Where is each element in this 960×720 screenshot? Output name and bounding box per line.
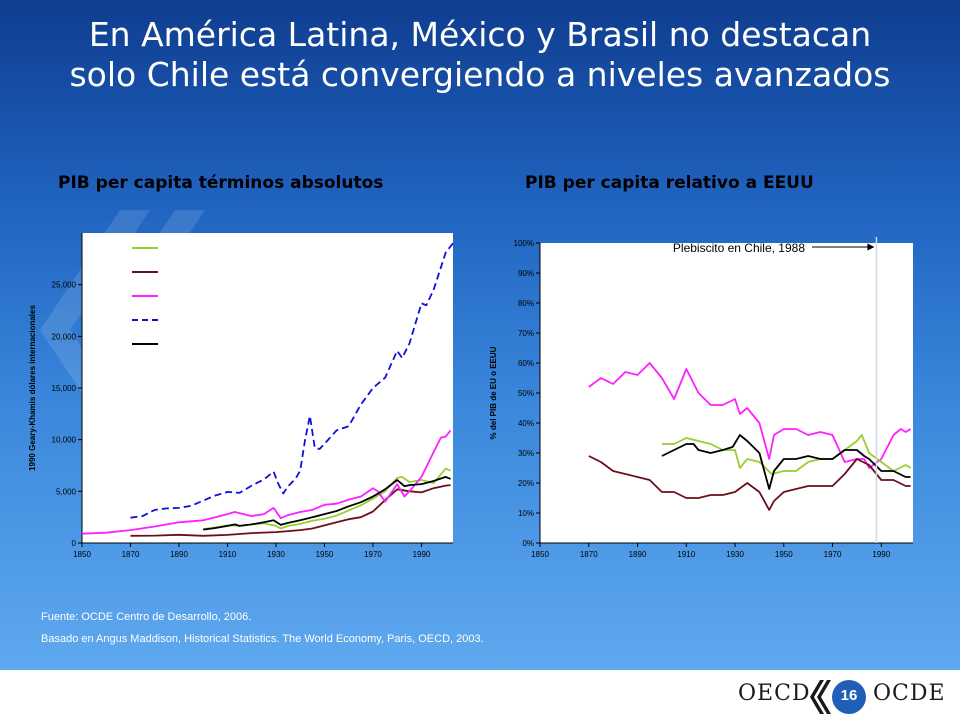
series-label-media-al8: Media AL8: [642, 457, 704, 471]
x-tick-label: 1990: [413, 550, 431, 559]
plot-area: [540, 243, 913, 543]
source-note: Fuente: OCDE Centro de Desarrollo, 2006.: [41, 611, 252, 623]
y-tick-label: 10%: [518, 509, 534, 518]
y-tick-label: 90%: [518, 269, 534, 278]
legend-label-chile: Chile: [163, 290, 196, 305]
x-tick-label: 1870: [122, 550, 140, 559]
y-tick-label: 60%: [518, 359, 534, 368]
y-tick-label: 100%: [514, 239, 534, 248]
plot-area: [82, 233, 453, 543]
x-tick-label: 1930: [726, 550, 744, 559]
legend-label-eeuu: EEUU: [163, 314, 198, 329]
annotation-arrow-head: [867, 243, 875, 251]
slide-title-line-2: solo Chile está convergiendo a niveles a…: [69, 55, 891, 94]
series-chile: [588, 362, 912, 469]
y-axis-label: 1990 Geary-Khamis dólares internacionale…: [28, 305, 37, 471]
series-media-al8: [661, 434, 911, 490]
x-tick-label: 1950: [775, 550, 793, 559]
source-reference: Basado en Angus Maddison, Historical Sta…: [41, 633, 484, 645]
series-eeuu: [130, 242, 454, 519]
y-tick-label: 25,000: [52, 281, 77, 290]
absolute-gdp-chart: 0 5,000 10,000 15,000 20,000 25,000 1850 1870 18…: [28, 233, 454, 559]
legend-label-brasil: Brasil: [163, 266, 199, 281]
series-media-al8: [203, 475, 451, 531]
series-label-mexico: México: [625, 424, 667, 438]
plebiscite-annotation: Plebiscito en Chile, 1988: [673, 241, 805, 255]
y-tick-label: 40%: [518, 419, 534, 428]
series-label-brasil: Brasil: [878, 487, 911, 501]
x-tick-label: 1930: [267, 550, 285, 559]
y-tick-label: 0: [72, 539, 77, 548]
oecd-logo-text: OECD: [738, 681, 811, 706]
x-tick-label: 1990: [872, 550, 890, 559]
y-tick-label: 20%: [518, 479, 534, 488]
x-tick-label: 1870: [580, 550, 598, 559]
slide-background: En América Latina, México y Brasil no de…: [0, 0, 960, 670]
y-tick-label: 70%: [518, 329, 534, 338]
x-tick-label: 1970: [824, 550, 842, 559]
x-tick-label: 1890: [629, 550, 647, 559]
y-tick-label: 0%: [522, 539, 534, 548]
series-brasil: [130, 484, 451, 537]
series-label-chile: Chile: [645, 339, 675, 353]
right-chart-subtitle: PIB per capita relativo a EEUU: [525, 173, 814, 193]
series-brasil: [588, 455, 911, 511]
page-number: 16: [840, 687, 858, 704]
x-tick-label: 1950: [316, 550, 334, 559]
y-tick-label: 5,000: [56, 487, 77, 496]
x-tick-label: 1890: [170, 550, 188, 559]
y-tick-label: 15,000: [52, 384, 77, 393]
x-tick-label: 1970: [364, 550, 382, 559]
y-tick-label: 80%: [518, 299, 534, 308]
y-tick-label: 20,000: [52, 332, 77, 341]
x-tick-label: 1850: [73, 550, 91, 559]
y-axis-label: % del PIB de EU o EEUU: [489, 346, 498, 439]
slide-title-line-1: En América Latina, México y Brasil no de…: [88, 15, 872, 54]
y-tick-label: 30%: [518, 449, 534, 458]
x-tick-label: 1910: [677, 550, 695, 559]
y-tick-label: 50%: [518, 389, 534, 398]
left-chart-subtitle: PIB per capita términos absolutos: [58, 173, 384, 193]
legend-label-mexico: México: [163, 242, 208, 257]
x-tick-label: 1850: [531, 550, 549, 559]
footer-bar: [0, 670, 960, 720]
y-tick-label: 10,000: [52, 436, 77, 445]
x-tick-label: 1910: [219, 550, 237, 559]
series-mexico: [661, 434, 912, 475]
series-chile: [81, 429, 452, 535]
legend-label-media-al8: Media AL8: [163, 338, 231, 353]
oecd-logo-icon: [810, 680, 866, 714]
ocde-logo-text: OCDE: [873, 681, 946, 706]
relative-gdp-chart: 0% 10% 20% 30% 40% 50% 60% 70% 80% 90% 100% 1850 187…: [489, 237, 913, 559]
